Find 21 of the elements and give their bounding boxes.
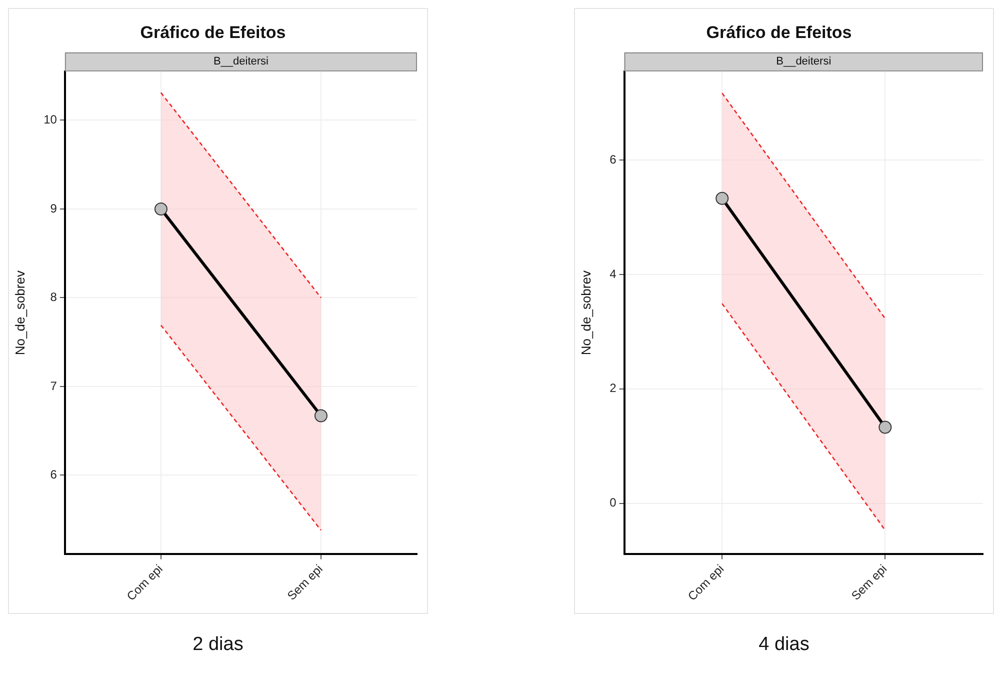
chart-subtitle: B__deitersi (213, 55, 268, 68)
y-tick-label: 7 (50, 378, 58, 393)
y-tick-label: 6 (610, 152, 617, 166)
text: 2 dias (192, 634, 244, 656)
x-tick-label: Com epi (124, 562, 166, 604)
y-tick-label: 4 (610, 266, 617, 281)
x-tick-label: Sem epi (284, 562, 326, 603)
y-tick-label: 10 (44, 112, 58, 127)
x-tick-label: Com epi (685, 562, 727, 604)
y-axis-title: No_de_sobrev (12, 270, 28, 356)
y-tick-label: 0 (610, 496, 617, 510)
x-tick-label: Sem epi (848, 562, 890, 603)
chart-title: Gráfico de Efeitos (706, 22, 852, 42)
chart-subtitle: B__deitersi (776, 55, 832, 68)
y-tick-label: 2 (610, 381, 617, 396)
y-tick-label: 6 (50, 468, 58, 482)
y-tick-label: 8 (50, 290, 58, 304)
chart-title: Gráfico de Efeitos (140, 22, 286, 42)
text: 4 dias (758, 634, 810, 656)
y-axis-title: No_de_sobrev (578, 270, 594, 356)
y-tick-label: 9 (50, 201, 58, 216)
